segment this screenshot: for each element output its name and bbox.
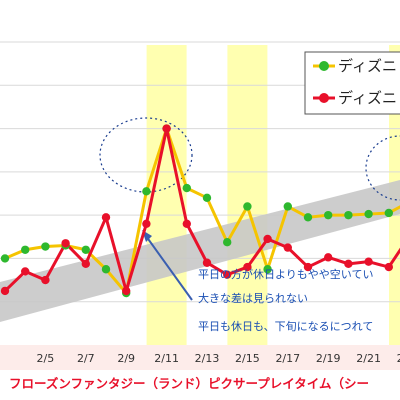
series-1-point xyxy=(263,265,272,274)
series-1-point xyxy=(41,242,50,251)
series-2-point xyxy=(162,124,171,133)
highlight-2/15 xyxy=(227,45,268,345)
legend-marker-1 xyxy=(319,61,329,71)
series-2-point xyxy=(21,267,30,276)
series-2-point xyxy=(223,270,232,279)
series-2-point xyxy=(283,243,292,252)
series-2-point xyxy=(384,262,393,272)
x-tick-label: 2/15 xyxy=(235,352,260,365)
series-2-point xyxy=(0,286,10,296)
series-1-point xyxy=(182,183,191,193)
x-tick-label: 2/21 xyxy=(356,352,381,365)
series-2-point xyxy=(61,239,70,248)
x-tick-label: 2/13 xyxy=(195,352,220,365)
annotation-3: 平日も休日も、下旬になるにつれて xyxy=(198,320,373,333)
series-2-point xyxy=(243,262,252,272)
series-1-point xyxy=(303,213,313,222)
series-2-point xyxy=(324,253,333,262)
x-axis-ticks: 2/5 2/7 2/9 2/11 2/13 2/15 2/17 2/19 2/21 2/23 xyxy=(37,352,400,365)
x-tick-label: 2/5 xyxy=(37,352,55,365)
series-1-point xyxy=(101,265,111,274)
series-layer xyxy=(0,124,400,298)
series-2-point xyxy=(41,275,50,285)
legend-label-2: ディズニ xyxy=(338,89,397,107)
x-tick-label: 2/17 xyxy=(275,352,300,365)
series-1-point xyxy=(384,208,393,218)
legend-label-1: ディズニ xyxy=(338,57,397,75)
series-2-point xyxy=(81,259,91,269)
annotation-arrow xyxy=(145,235,193,301)
series-1-point xyxy=(142,187,151,196)
legend-item-1: ディズニ xyxy=(313,57,397,75)
x-tick-label: 2/11 xyxy=(154,352,179,365)
annotation-1: 平日の方が休日よりもやや空いてい xyxy=(198,267,373,281)
series-2-point xyxy=(364,257,373,266)
series-2-point xyxy=(182,219,191,228)
series-2-point xyxy=(101,213,111,222)
legend-marker-2 xyxy=(319,93,329,103)
legend-item-2: ディズニ xyxy=(313,89,397,107)
series-1-point xyxy=(364,209,373,219)
series-1-point xyxy=(283,202,292,211)
series-1-point xyxy=(223,237,232,247)
series-2-point xyxy=(142,219,151,228)
x-tick-label: 2/23 xyxy=(397,352,400,365)
annotation-2: 大きな差は見られない xyxy=(198,291,308,305)
x-tick-label: 2/7 xyxy=(77,352,95,365)
series-2-point xyxy=(303,262,313,272)
chart-caption: フローズンファンタジー（ランド）ピクサープレイタイム（シー xyxy=(9,376,369,391)
series-2-line xyxy=(3,127,400,293)
series-1-point xyxy=(0,254,10,263)
series-1-point xyxy=(324,210,333,220)
series-2-point xyxy=(122,286,131,296)
series-2-point xyxy=(202,258,212,267)
series-1-point xyxy=(243,202,252,211)
series-1-point xyxy=(202,193,212,203)
x-tick-label: 2/9 xyxy=(117,352,135,365)
x-tick-label: 2/19 xyxy=(316,352,341,365)
series-2-point xyxy=(344,259,353,269)
series-1-point xyxy=(21,245,30,254)
series-1-point xyxy=(81,245,91,254)
series-1-point xyxy=(344,210,353,220)
gridlines xyxy=(0,41,400,303)
date-axis-strip xyxy=(0,345,400,370)
series-1-line xyxy=(4,127,400,295)
series-2-point xyxy=(263,234,272,244)
